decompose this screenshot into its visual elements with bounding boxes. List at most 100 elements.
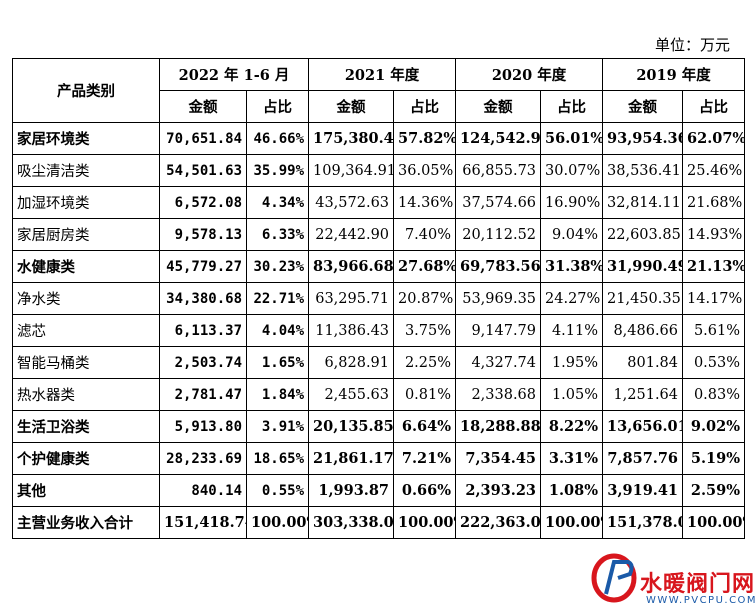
amount-cell: 5,913.80 xyxy=(159,410,247,443)
category-cell: 热水器类 xyxy=(12,378,160,411)
table-row: 滤芯 6,113.37 4.04% 11,386.43 3.75% 9,147.79 4.1… xyxy=(12,314,746,347)
ratio-cell: 30.23% xyxy=(245,250,310,283)
amount-cell: 151,418.74 xyxy=(159,506,247,539)
amount-cell: 303,338.02 xyxy=(308,506,395,539)
ratio-cell: 25.46% xyxy=(682,154,746,187)
ratio-cell: 0.83% xyxy=(682,378,746,411)
ratio-cell: 0.81% xyxy=(393,378,457,411)
table-row: 水健康类 45,779.27 30.23% 83,966.68 27.68% 69,783… xyxy=(12,250,746,283)
amount-cell: 83,966.68 xyxy=(308,250,395,283)
amount-cell: 21,861.17 xyxy=(308,442,395,475)
ratio-cell: 0.55% xyxy=(245,474,310,507)
ratio-cell: 24.27% xyxy=(540,282,604,315)
amount-cell: 8,486.66 xyxy=(602,314,684,347)
ratio-cell: 100.00% xyxy=(540,506,604,539)
table-row: 家居厨房类 9,578.13 6.33% 22,442.90 7.40% 20,112.5… xyxy=(12,218,746,251)
header-period-2021: 2021 年度 xyxy=(308,58,457,91)
table-row: 智能马桶类 2,503.74 1.65% 6,828.91 2.25% 4,327.74 1… xyxy=(12,346,746,379)
watermark-url: WWW.PVCPU.COM xyxy=(646,595,756,606)
amount-cell: 175,380.44 xyxy=(308,122,395,155)
ratio-cell: 2.25% xyxy=(393,346,457,379)
header-ratio: 占比 xyxy=(245,90,310,123)
watermark-logo-icon xyxy=(591,553,637,603)
amount-cell: 22,603.85 xyxy=(602,218,684,251)
header-amount: 金额 xyxy=(455,90,542,123)
category-cell: 水健康类 xyxy=(12,250,160,283)
ratio-cell: 4.34% xyxy=(245,186,310,219)
category-cell: 主营业务收入合计 xyxy=(12,506,160,539)
header-ratio: 占比 xyxy=(540,90,604,123)
ratio-cell: 5.61% xyxy=(682,314,746,347)
amount-cell: 4,327.74 xyxy=(455,346,542,379)
amount-cell: 2,503.74 xyxy=(159,346,247,379)
ratio-cell: 16.90% xyxy=(540,186,604,219)
ratio-cell: 14.36% xyxy=(393,186,457,219)
table-row: 吸尘清洁类 54,501.63 35.99% 109,364.91 36.05% 66,8… xyxy=(12,154,746,187)
category-cell: 加湿环境类 xyxy=(12,186,160,219)
ratio-cell: 1.84% xyxy=(245,378,310,411)
amount-cell: 13,656.01 xyxy=(602,410,684,443)
ratio-cell: 2.59% xyxy=(682,474,746,507)
ratio-cell: 100.00% xyxy=(393,506,457,539)
revenue-table: 产品类别 2022 年 1-6 月 2021 年度 2020 年度 2019 年… xyxy=(12,58,746,539)
ratio-cell: 1.65% xyxy=(245,346,310,379)
amount-cell: 3,919.41 xyxy=(602,474,684,507)
amount-cell: 22,442.90 xyxy=(308,218,395,251)
category-cell: 滤芯 xyxy=(12,314,160,347)
amount-cell: 151,378.02 xyxy=(602,506,684,539)
category-cell: 生活卫浴类 xyxy=(12,410,160,443)
header-ratio: 占比 xyxy=(682,90,746,123)
ratio-cell: 7.21% xyxy=(393,442,457,475)
amount-cell: 2,338.68 xyxy=(455,378,542,411)
ratio-cell: 27.68% xyxy=(393,250,457,283)
amount-cell: 21,450.35 xyxy=(602,282,684,315)
amount-cell: 34,380.68 xyxy=(159,282,247,315)
amount-cell: 20,112.52 xyxy=(455,218,542,251)
amount-cell: 66,855.73 xyxy=(455,154,542,187)
header-category: 产品类别 xyxy=(12,58,160,123)
amount-cell: 2,781.47 xyxy=(159,378,247,411)
ratio-cell: 5.19% xyxy=(682,442,746,475)
category-cell: 其他 xyxy=(12,474,160,507)
ratio-cell: 20.87% xyxy=(393,282,457,315)
header-period-2022h1: 2022 年 1-6 月 xyxy=(158,58,310,91)
amount-cell: 20,135.85 xyxy=(308,410,395,443)
ratio-cell: 14.93% xyxy=(682,218,746,251)
amount-cell: 38,536.41 xyxy=(602,154,684,187)
amount-cell: 32,814.11 xyxy=(602,186,684,219)
ratio-cell: 6.33% xyxy=(245,218,310,251)
ratio-cell: 3.31% xyxy=(540,442,604,475)
amount-cell: 109,364.91 xyxy=(308,154,395,187)
ratio-cell: 6.64% xyxy=(393,410,457,443)
ratio-cell: 14.17% xyxy=(682,282,746,315)
watermark-text: 水暖阀门网 xyxy=(640,572,756,597)
category-cell: 吸尘清洁类 xyxy=(12,154,160,187)
table-body: 家居环境类70,651.8446.66%175,380.4457.82%124,… xyxy=(12,122,746,539)
amount-cell: 1,993.87 xyxy=(308,474,395,507)
table-row: 热水器类 2,781.47 1.84% 2,455.63 0.81% 2,338.68 1.… xyxy=(12,378,746,411)
ratio-cell: 4.11% xyxy=(540,314,604,347)
ratio-cell: 21.68% xyxy=(682,186,746,219)
category-cell: 个护健康类 xyxy=(12,442,160,475)
amount-cell: 1,251.64 xyxy=(602,378,684,411)
table-row: 个护健康类 28,233.69 18.65% 21,861.17 7.21% 7,354.… xyxy=(12,442,746,475)
category-cell: 智能马桶类 xyxy=(12,346,160,379)
amount-cell: 6,572.08 xyxy=(159,186,247,219)
ratio-cell: 18.65% xyxy=(245,442,310,475)
ratio-cell: 57.82% xyxy=(393,122,457,155)
amount-cell: 63,295.71 xyxy=(308,282,395,315)
category-cell: 家居厨房类 xyxy=(12,218,160,251)
ratio-cell: 1.05% xyxy=(540,378,604,411)
header-period-2020: 2020 年度 xyxy=(455,58,604,91)
header-ratio: 占比 xyxy=(393,90,457,123)
ratio-cell: 3.91% xyxy=(245,410,310,443)
ratio-cell: 21.13% xyxy=(682,250,746,283)
amount-cell: 11,386.43 xyxy=(308,314,395,347)
ratio-cell: 9.04% xyxy=(540,218,604,251)
ratio-cell: 8.22% xyxy=(540,410,604,443)
amount-cell: 45,779.27 xyxy=(159,250,247,283)
amount-cell: 7,857.76 xyxy=(602,442,684,475)
header-period-2019: 2019 年度 xyxy=(602,58,746,91)
amount-cell: 222,363.02 xyxy=(455,506,542,539)
amount-cell: 2,393.23 xyxy=(455,474,542,507)
